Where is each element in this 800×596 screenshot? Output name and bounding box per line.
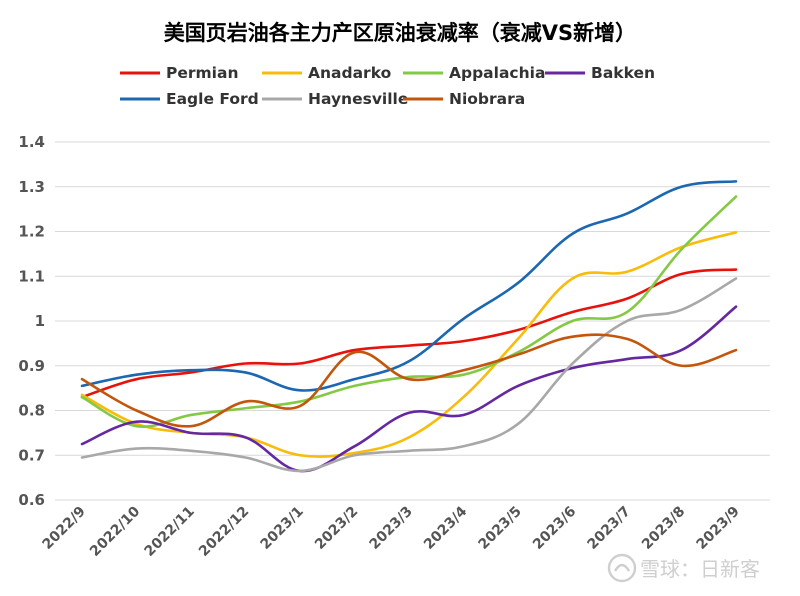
watermark-text: 雪球：日新客 <box>640 557 760 581</box>
x-tick-label: 2022/9 <box>39 504 88 553</box>
y-tick-label: 1 <box>35 312 45 330</box>
legend-item-haynesville: Haynesville <box>262 90 408 108</box>
x-tick-label: 2023/4 <box>421 503 471 553</box>
snowball-logo-icon <box>607 553 637 583</box>
y-tick-label: 1.2 <box>18 223 45 241</box>
y-tick-label: 1.4 <box>18 133 45 151</box>
series-line-appalachia <box>80 195 738 429</box>
x-tick-label: 2023/5 <box>475 504 524 553</box>
legend-item-permian: Permian <box>120 64 238 82</box>
x-tick-label: 2023/1 <box>257 504 306 553</box>
legend-item-anadarko: Anadarko <box>262 64 391 82</box>
chart-title: 美国页岩油各主力产区原油衰减率（衰减VS新增） <box>164 21 636 45</box>
legend-item-bakken: Bakken <box>545 64 655 82</box>
series-line-eagle-ford <box>80 180 738 392</box>
chart-legend: Permian Anadarko Appalachia Bakken Eagle For… <box>120 64 655 108</box>
legend-label: Anadarko <box>308 64 391 82</box>
legend-item-appalachia: Appalachia <box>403 64 545 82</box>
series-line-niobrara <box>80 333 738 428</box>
y-tick-label: 0.7 <box>18 446 45 464</box>
x-tick-label: 2023/9 <box>693 504 742 553</box>
x-tick-label: 2023/6 <box>530 504 579 553</box>
series-line-bakken <box>80 305 738 473</box>
watermark: 雪球：日新客 <box>607 553 760 583</box>
series-line-permian <box>80 268 738 399</box>
x-tick-label: 2022/11 <box>142 504 198 560</box>
x-tick-label: 2023/8 <box>639 504 688 553</box>
series-lines <box>80 180 738 473</box>
legend-label: Eagle Ford <box>166 90 259 108</box>
y-axis-ticks: 0.6 0.7 0.8 0.9 1 1.1 1.2 1.3 1.4 <box>18 133 45 509</box>
series-line-haynesville <box>80 277 738 473</box>
x-tick-label: 2023/2 <box>312 504 361 553</box>
legend-item-niobrara: Niobrara <box>403 90 525 108</box>
y-tick-label: 1.3 <box>18 178 45 196</box>
y-tick-label: 0.8 <box>18 402 45 420</box>
legend-label: Appalachia <box>449 64 545 82</box>
y-tick-label: 1.1 <box>18 267 45 285</box>
y-tick-label: 0.6 <box>18 491 45 509</box>
x-tick-label: 2023/7 <box>584 504 633 553</box>
x-tick-label: 2022/10 <box>87 503 143 559</box>
legend-label: Haynesville <box>308 90 408 108</box>
legend-label: Niobrara <box>449 90 525 108</box>
gridlines <box>55 141 770 501</box>
legend-label: Bakken <box>591 64 655 82</box>
y-tick-label: 0.9 <box>18 357 45 375</box>
x-tick-label: 2023/3 <box>366 504 415 553</box>
x-tick-label: 2022/12 <box>196 504 252 560</box>
legend-label: Permian <box>166 64 238 82</box>
legend-item-eagle-ford: Eagle Ford <box>120 90 259 108</box>
